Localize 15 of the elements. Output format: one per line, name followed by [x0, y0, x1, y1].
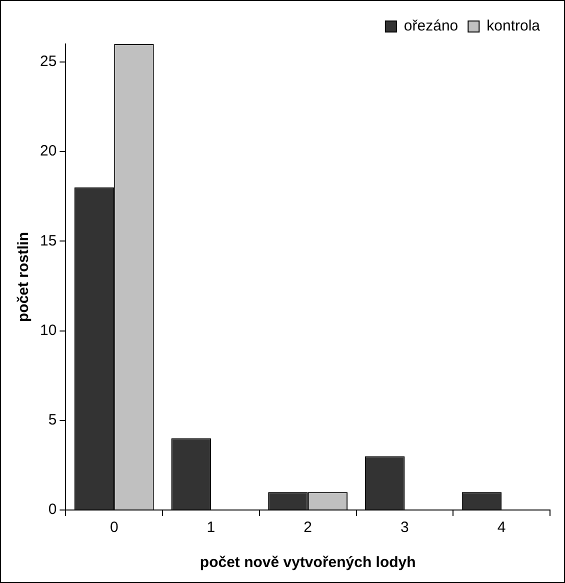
y-tick-label: 10	[40, 322, 57, 339]
legend-label: kontrola	[486, 18, 541, 35]
x-tick-label: 4	[497, 519, 506, 536]
y-tick-label: 0	[48, 501, 57, 518]
y-tick-label: 15	[40, 232, 57, 250]
x-tick-label: 2	[304, 519, 312, 536]
x-tick-label: 1	[206, 519, 216, 536]
legend-label: ořezáno	[404, 18, 458, 35]
y-tick-label: 5	[48, 412, 57, 429]
y-tick-label: 25	[40, 53, 57, 70]
x-tick-label: 3	[400, 519, 409, 536]
x-tick-label: 0	[110, 519, 118, 536]
y-axis-title: počet rostlin	[15, 232, 32, 322]
x-axis-title: počet nově vytvořených lodyh	[200, 554, 416, 572]
y-tick-label: 20	[40, 142, 57, 160]
